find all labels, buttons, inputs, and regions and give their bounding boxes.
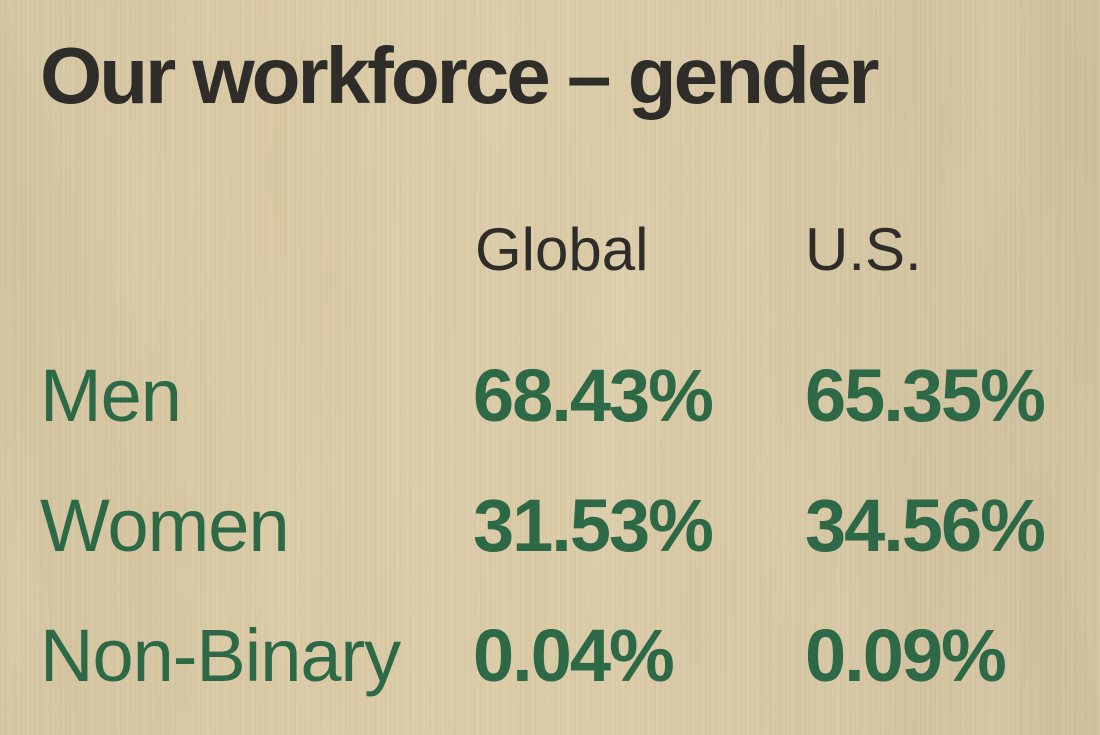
column-header-global: Global: [475, 216, 649, 283]
row-label: Men: [40, 354, 182, 437]
page-title: Our workforce – gender: [40, 31, 879, 120]
value-us: 0.09%: [805, 614, 1007, 697]
table-row-men: Men 68.43% 65.35%: [0, 359, 1100, 439]
value-global: 0.04%: [473, 614, 675, 697]
value-global: 68.43%: [473, 354, 714, 437]
value-us: 65.35%: [805, 354, 1046, 437]
row-label: Women: [40, 484, 290, 567]
value-us: 34.56%: [805, 484, 1046, 567]
table-row-non-binary: Non-Binary 0.04% 0.09%: [0, 619, 1100, 699]
value-global: 31.53%: [473, 484, 714, 567]
row-label: Non-Binary: [40, 614, 401, 697]
column-header-us: U.S.: [805, 216, 922, 283]
table-row-women: Women 31.53% 34.56%: [0, 489, 1100, 569]
